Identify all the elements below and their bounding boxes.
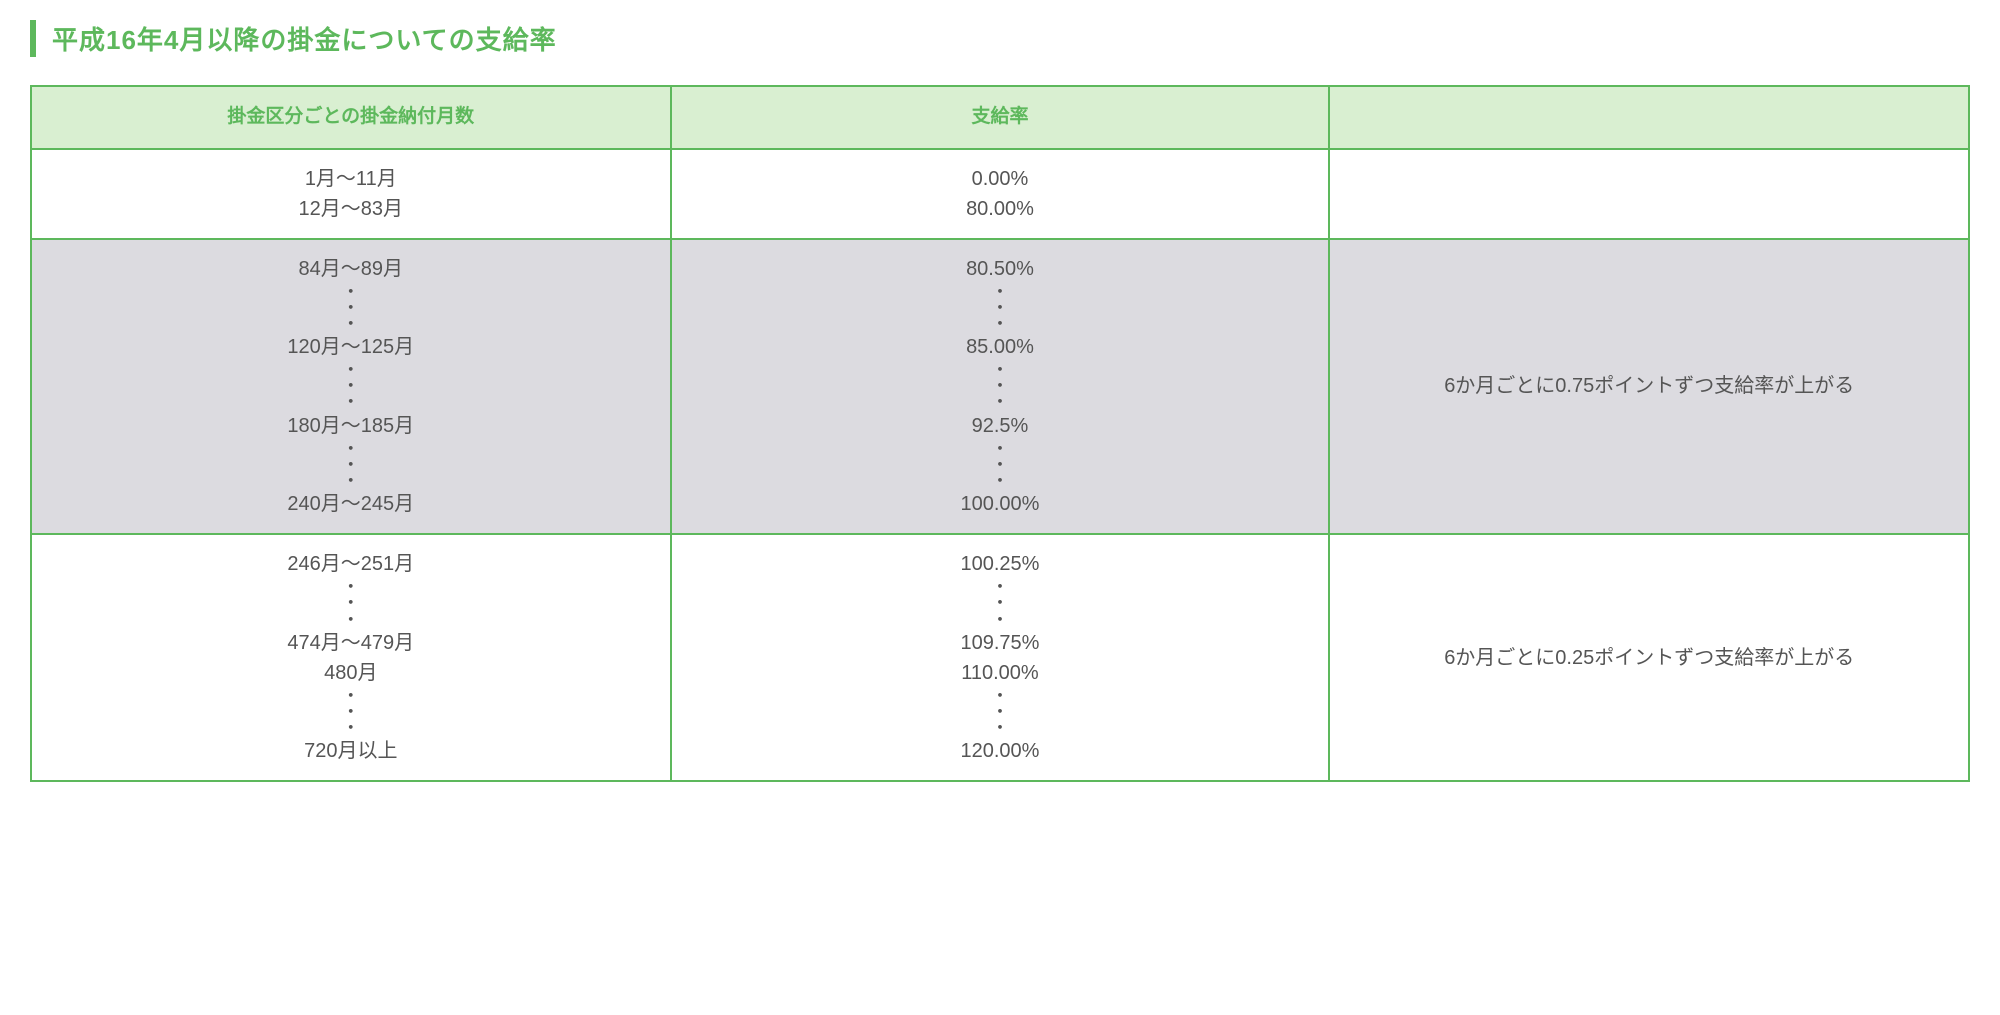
cell-line: 120月〜125月 <box>287 332 414 362</box>
cell-line: 474月〜479月 <box>287 628 414 658</box>
cell-rate: 0.00%80.00% <box>671 149 1330 239</box>
cell-line: ・ <box>991 612 1009 628</box>
cell-line: ・ <box>991 316 1009 332</box>
cell-note: 6か月ごとに0.25ポイントずつ支給率が上がる <box>1329 534 1969 781</box>
cell-line: 240月〜245月 <box>287 489 414 519</box>
cell-note: 6か月ごとに0.75ポイントずつ支給率が上がる <box>1329 239 1969 535</box>
cell-line: 84月〜89月 <box>299 254 404 284</box>
cell-months: 246月〜251月・・・474月〜479月480月・・・720月以上 <box>31 534 671 781</box>
cell-line: 92.5% <box>972 411 1029 441</box>
cell-line: 109.75% <box>961 628 1040 658</box>
header-note <box>1329 86 1969 149</box>
rate-table: 掛金区分ごとの掛金納付月数 支給率 1月〜11月12月〜83月0.00%80.0… <box>30 85 1970 782</box>
cell-line: 1月〜11月 <box>305 164 397 194</box>
cell-rate: 80.50%・・・85.00%・・・92.5%・・・100.00% <box>671 239 1330 535</box>
cell-line: 100.00% <box>961 489 1040 519</box>
header-months: 掛金区分ごとの掛金納付月数 <box>31 86 671 149</box>
table-row: 246月〜251月・・・474月〜479月480月・・・720月以上100.25… <box>31 534 1969 781</box>
table-row: 1月〜11月12月〜83月0.00%80.00% <box>31 149 1969 239</box>
cell-note <box>1329 149 1969 239</box>
page-title: 平成16年4月以降の掛金についての支給率 <box>30 20 1970 57</box>
cell-line: ・ <box>991 394 1009 410</box>
cell-line: ・ <box>342 316 360 332</box>
cell-line: 120.00% <box>961 736 1040 766</box>
cell-line: ・ <box>342 720 360 736</box>
cell-line: 480月 <box>324 658 377 688</box>
cell-line: 246月〜251月 <box>287 549 414 579</box>
table-body: 1月〜11月12月〜83月0.00%80.00%84月〜89月・・・120月〜1… <box>31 149 1969 782</box>
cell-line: 110.00% <box>961 658 1038 688</box>
cell-line: 0.00% <box>972 164 1029 194</box>
header-rate: 支給率 <box>671 86 1330 149</box>
cell-rate: 100.25%・・・109.75%110.00%・・・120.00% <box>671 534 1330 781</box>
cell-line: ・ <box>991 720 1009 736</box>
cell-line: ・ <box>342 394 360 410</box>
cell-line: 100.25% <box>961 549 1040 579</box>
cell-line: 720月以上 <box>304 736 397 766</box>
table-row: 84月〜89月・・・120月〜125月・・・180月〜185月・・・240月〜2… <box>31 239 1969 535</box>
table-header-row: 掛金区分ごとの掛金納付月数 支給率 <box>31 86 1969 149</box>
cell-line: 180月〜185月 <box>287 411 414 441</box>
cell-line: ・ <box>342 473 360 489</box>
cell-line: ・ <box>991 473 1009 489</box>
cell-months: 84月〜89月・・・120月〜125月・・・180月〜185月・・・240月〜2… <box>31 239 671 535</box>
cell-line: 85.00% <box>966 332 1034 362</box>
cell-line: 12月〜83月 <box>299 194 404 224</box>
cell-line: 80.50% <box>966 254 1034 284</box>
cell-line: ・ <box>342 612 360 628</box>
cell-months: 1月〜11月12月〜83月 <box>31 149 671 239</box>
cell-line: 80.00% <box>966 194 1034 224</box>
